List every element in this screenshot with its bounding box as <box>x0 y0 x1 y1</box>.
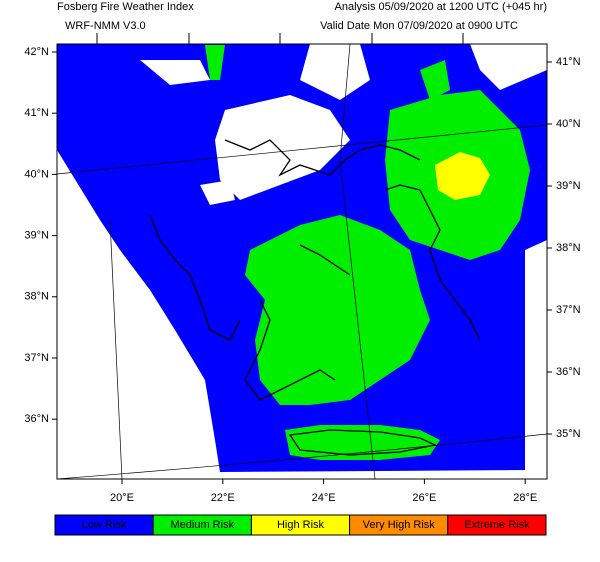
legend-label: Extreme Risk <box>464 519 530 531</box>
lat-label: 37°N <box>24 352 49 364</box>
legend-label: Low Risk <box>82 519 127 531</box>
lat-label: 36°N <box>556 366 581 378</box>
legend-label: High Risk <box>277 519 325 531</box>
lon-label: 22°E <box>211 492 235 504</box>
map-field <box>57 44 547 479</box>
lat-label: 40°N <box>556 118 581 130</box>
lat-label: 41°N <box>556 56 581 68</box>
lat-label: 35°N <box>556 428 581 440</box>
lat-label: 38°N <box>556 242 581 254</box>
legend-swatch <box>447 514 547 536</box>
analysis: Analysis 05/09/2020 at 1200 UTC (+045 hr… <box>335 1 548 13</box>
lon-label: 28°E <box>513 492 537 504</box>
lat-label: 42°N <box>24 46 49 58</box>
lon-label: 20°E <box>110 492 134 504</box>
valid-date: Valid Date Mon 07/09/2020 at 0900 UTC <box>320 20 518 32</box>
lat-label: 40°N <box>24 168 49 180</box>
title: Fosberg Fire Weather Index <box>57 1 194 13</box>
legend-label: Very High Risk <box>363 519 436 531</box>
lon-label: 26°E <box>412 492 436 504</box>
lat-label: 36°N <box>24 413 49 425</box>
lat-label: 37°N <box>556 304 581 316</box>
lat-label: 38°N <box>24 291 49 303</box>
lat-label: 41°N <box>24 107 49 119</box>
lon-label: 24°E <box>312 492 336 504</box>
lat-label: 39°N <box>556 180 581 192</box>
map-frame <box>56 43 548 480</box>
legend-label: Medium Risk <box>171 519 235 531</box>
lat-label: 39°N <box>24 230 49 242</box>
model: WRF-NMM V3.0 <box>65 20 146 32</box>
